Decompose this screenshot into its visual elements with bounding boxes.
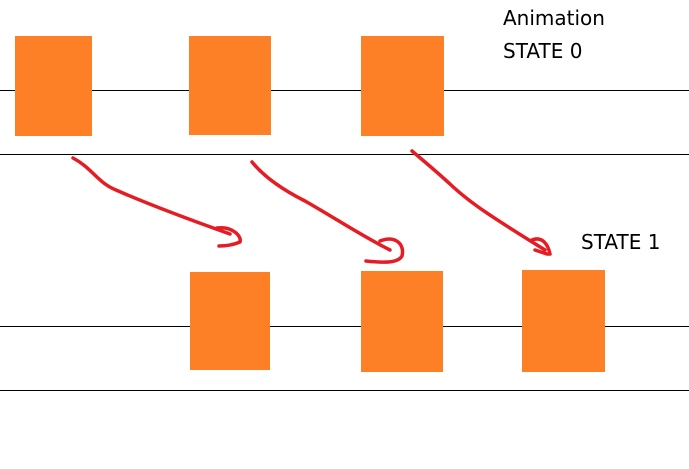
state1-box-2 [361,271,443,372]
transition-arrow-3-head [530,237,552,256]
state0-title-line1: Animation [503,6,605,30]
transition-arrow-1-head [215,226,242,248]
transition-arrow-2-head [364,237,405,264]
state1-box-3 [522,270,605,372]
transition-arrow-2 [250,160,392,252]
state0-title-line2: STATE 0 [503,39,583,63]
state0-track-bottom-line [0,154,689,155]
transition-arrow-3 [410,149,547,252]
state0-track-top-line [0,90,689,91]
state1-title: STATE 1 [581,230,661,254]
state1-track-top-line [0,326,689,327]
transition-arrow-1 [71,156,232,236]
state1-track-bottom-line [0,390,689,391]
state1-box-1 [190,272,270,370]
state0-box-1 [15,36,92,136]
state0-box-3 [361,36,444,136]
state0-box-2 [189,36,271,135]
